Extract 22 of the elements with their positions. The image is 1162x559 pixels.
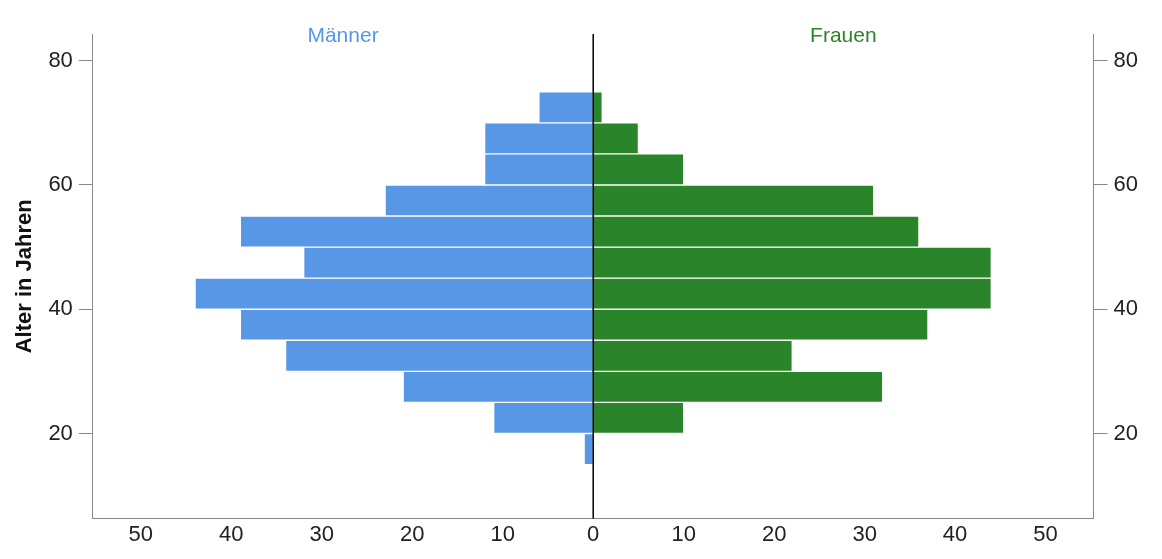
x-tick-label: 20: [400, 520, 425, 546]
y-tick-label: 40: [48, 295, 73, 321]
y2-tick-label: 20: [1113, 419, 1139, 445]
x-tick-label: 40: [219, 520, 244, 546]
y2-tick-label: 60: [1113, 171, 1139, 197]
y2-tick-label: 80: [1113, 46, 1139, 72]
x-tick-label: 10: [490, 520, 515, 546]
y-tick-label: 60: [48, 171, 73, 197]
text: Männer: [307, 22, 379, 46]
y2-tick-label: 40: [1113, 295, 1139, 321]
text: Frauen: [810, 22, 877, 46]
y-tick-label: 80: [48, 46, 73, 72]
x-tick-label: 30: [309, 520, 335, 546]
x-tick-label: 20: [761, 520, 787, 546]
x-tick-label: 30: [852, 520, 877, 546]
x-tick-label: 50: [1033, 520, 1058, 546]
x-tick-label: 40: [942, 520, 968, 546]
x-tick-label: 50: [128, 520, 154, 546]
y-tick-label: 20: [48, 419, 73, 445]
y-axis-title: Alter in Jahren: [11, 199, 37, 354]
x-tick-label: 10: [671, 520, 696, 546]
x-tick-label: 0: [587, 520, 600, 546]
